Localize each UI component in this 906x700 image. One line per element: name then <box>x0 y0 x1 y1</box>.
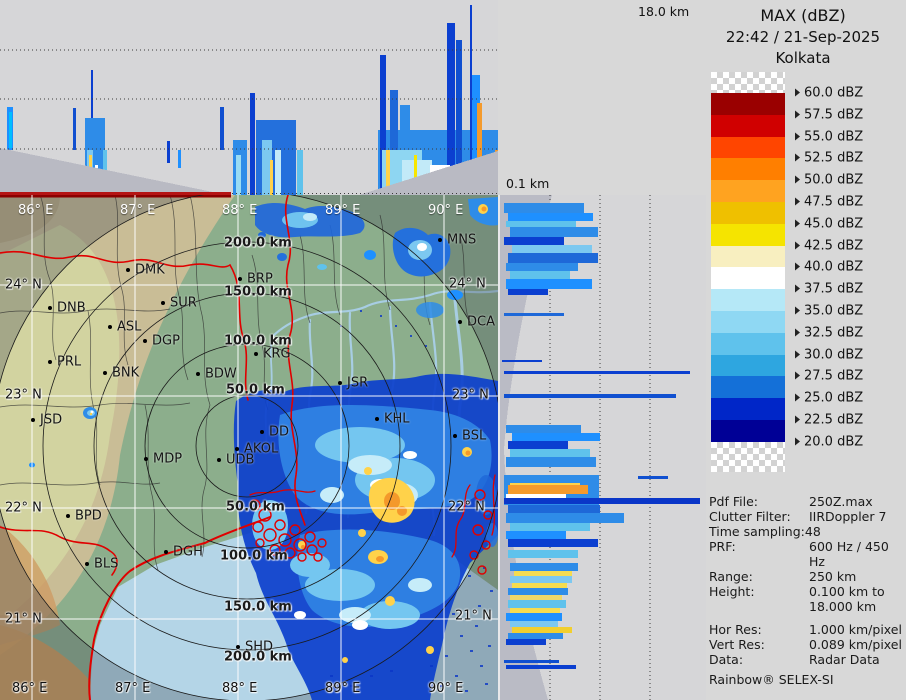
height-axis-min-label: 0.1 km <box>506 176 549 191</box>
info-value: 1.000 km/pixel <box>809 622 902 637</box>
colorbar-band <box>711 224 785 246</box>
colorbar-band <box>711 289 785 311</box>
dbz-level-label: 37.5 dBZ <box>795 282 863 297</box>
info-key <box>709 599 809 614</box>
dbz-level-label: 22.5 dBZ <box>795 413 863 428</box>
info-value: 250Z.max <box>809 494 873 509</box>
dbz-level-label: 52.5 dBZ <box>795 151 863 166</box>
dbz-level-label: 25.0 dBZ <box>795 391 863 406</box>
dbz-level-label: 27.5 dBZ <box>795 369 863 384</box>
colorbar-band-above-max <box>711 72 785 93</box>
dbz-colorbar <box>711 72 785 472</box>
info-row: PRF:600 Hz / 450 Hz <box>709 539 904 569</box>
colorbar-band <box>711 333 785 355</box>
side-profile-plot <box>498 195 706 700</box>
info-row: Data:Radar Data <box>709 652 904 667</box>
info-key: Pdf File: <box>709 494 809 509</box>
radar-map <box>0 195 498 700</box>
colorbar-band <box>711 158 785 180</box>
dbz-level-label: 40.0 dBZ <box>795 260 863 275</box>
info-row: Hor Res:1.000 km/pixel <box>709 622 904 637</box>
colorbar-band <box>711 420 785 442</box>
dbz-level-label: 20.0 dBZ <box>795 434 863 449</box>
radar-site-name: Kolkata <box>700 49 906 67</box>
info-row: Time sampling:48 <box>709 524 904 539</box>
dbz-level-label: 35.0 dBZ <box>795 304 863 319</box>
info-value: Radar Data <box>809 652 880 667</box>
info-row: Range:250 km <box>709 569 904 584</box>
colorbar-band <box>711 311 785 333</box>
dbz-level-label: 45.0 dBZ <box>795 216 863 231</box>
info-key: Range: <box>709 569 809 584</box>
info-row: Pdf File:250Z.max <box>709 494 904 509</box>
dbz-level-label: 57.5 dBZ <box>795 107 863 122</box>
product-info: Pdf File:250Z.maxClutter Filter:IIRDoppl… <box>709 494 904 687</box>
side-height-profile-panel <box>498 195 706 700</box>
info-row: Vert Res:0.089 km/pixel <box>709 637 904 652</box>
product-title: MAX (dBZ) <box>700 6 906 25</box>
colorbar-band <box>711 355 785 377</box>
top-height-profile-panel <box>0 0 498 195</box>
info-value: 0.100 km to <box>809 584 885 599</box>
colorbar-band-below-min <box>711 442 785 472</box>
dbz-level-label: 55.0 dBZ <box>795 129 863 144</box>
colorbar-band <box>711 398 785 420</box>
dbz-level-label: 47.5 dBZ <box>795 195 863 210</box>
height-axis-max-label: 18.0 km <box>638 4 689 19</box>
radar-product-window: 86° E87° E88° E89° E90° E86° E87° E88° E… <box>0 0 906 700</box>
info-row: 18.000 km <box>709 599 904 614</box>
colorbar-band <box>711 93 785 115</box>
colorbar-band <box>711 115 785 137</box>
dbz-level-label: 50.0 dBZ <box>795 173 863 188</box>
info-key: Time sampling: <box>709 524 805 539</box>
info-value: 0.089 km/pixel <box>809 637 902 652</box>
info-value: 600 Hz / 450 Hz <box>809 539 904 569</box>
info-key: Vert Res: <box>709 637 809 652</box>
colorbar-band <box>711 267 785 289</box>
info-key: PRF: <box>709 539 809 569</box>
info-key: Data: <box>709 652 809 667</box>
dbz-level-label: 60.0 dBZ <box>795 86 863 101</box>
info-value: 18.000 km <box>809 599 876 614</box>
radar-map-plot <box>0 195 498 700</box>
colorbar-band <box>711 202 785 224</box>
info-row: Clutter Filter:IIRDoppler 7 <box>709 509 904 524</box>
info-value: 250 km <box>809 569 856 584</box>
info-key: Height: <box>709 584 809 599</box>
product-datetime: 22:42 / 21-Sep-2025 <box>700 28 906 46</box>
dbz-level-label: 30.0 dBZ <box>795 347 863 362</box>
top-profile-plot <box>0 0 498 195</box>
info-key: Hor Res: <box>709 622 809 637</box>
software-brand: Rainbow® SELEX-SI <box>709 672 904 687</box>
dbz-level-label: 32.5 dBZ <box>795 325 863 340</box>
info-key: Clutter Filter: <box>709 509 809 524</box>
info-row: Height:0.100 km to <box>709 584 904 599</box>
legend-panel: MAX (dBZ) 22:42 / 21-Sep-2025 Kolkata Pd… <box>700 0 906 700</box>
dbz-level-label: 42.5 dBZ <box>795 238 863 253</box>
info-value: IIRDoppler 7 <box>809 509 886 524</box>
colorbar-band <box>711 137 785 159</box>
colorbar-band <box>711 246 785 268</box>
colorbar-band <box>711 376 785 398</box>
info-value: 48 <box>805 524 821 539</box>
colorbar-band <box>711 180 785 202</box>
